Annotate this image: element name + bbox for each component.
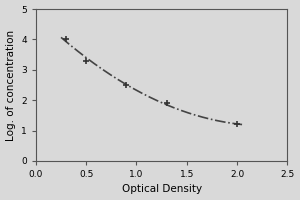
X-axis label: Optical Density: Optical Density [122, 184, 202, 194]
Y-axis label: Log. of concentration: Log. of concentration [6, 29, 16, 141]
